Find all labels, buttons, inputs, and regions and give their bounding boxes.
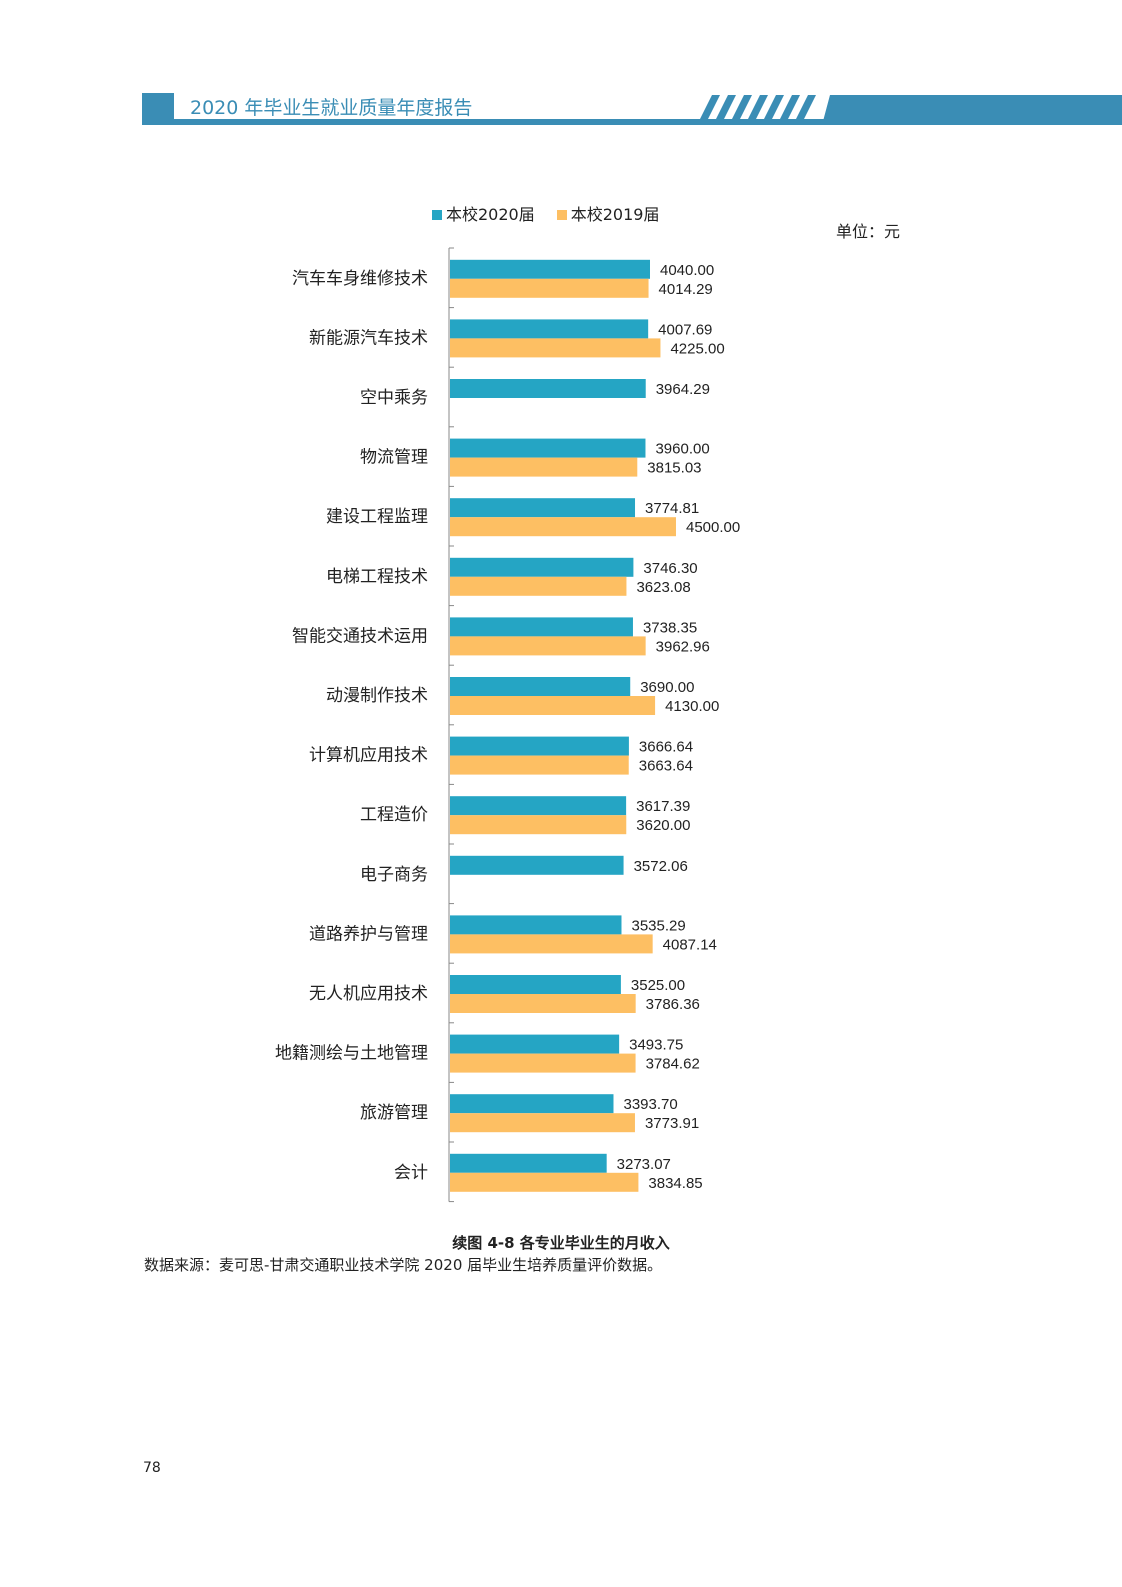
bar-2020 <box>450 915 622 935</box>
bar-2020 <box>450 557 634 577</box>
bar-2019 <box>450 576 627 596</box>
category-label: 电梯工程技术 <box>326 567 428 587</box>
category-label: 汽车车身维修技术 <box>292 269 428 289</box>
legend-item-2020: 本校2020届 <box>432 201 535 225</box>
data-label: 3773.91 <box>645 1115 699 1132</box>
data-label: 3666.64 <box>639 739 693 756</box>
data-label: 4225.00 <box>670 340 724 357</box>
bar-2020 <box>450 379 646 398</box>
data-label: 3273.07 <box>617 1156 671 1173</box>
header-line <box>174 119 704 125</box>
data-label: 4087.14 <box>663 936 717 953</box>
category-label: 计算机应用技术 <box>309 746 428 766</box>
data-label: 3784.62 <box>646 1056 700 1073</box>
data-label: 3786.36 <box>646 996 700 1013</box>
bar-2020 <box>450 1153 607 1173</box>
category-label: 物流管理 <box>360 448 428 468</box>
data-label: 4014.29 <box>659 281 713 298</box>
data-label: 3738.35 <box>643 619 697 636</box>
category-label: 道路养护与管理 <box>309 924 428 944</box>
page-number: 78 <box>143 1460 161 1476</box>
data-label: 3535.29 <box>631 917 685 934</box>
category-label: 无人机应用技术 <box>309 984 428 1004</box>
category-label: 旅游管理 <box>360 1103 428 1123</box>
data-label: 3746.30 <box>643 560 697 577</box>
data-label: 3617.39 <box>636 798 690 815</box>
bar-2020 <box>450 1094 614 1114</box>
chart-caption: 续图 4-8 各专业毕业生的月收入 <box>452 1234 670 1252</box>
data-label: 3962.96 <box>656 638 710 655</box>
data-label: 4040.00 <box>660 262 714 279</box>
data-source: 数据来源：麦可思-甘肃交通职业技术学院 2020 届毕业生培养质量评价数据。 <box>144 1256 663 1274</box>
bar-2019 <box>450 934 653 954</box>
category-label: 工程造价 <box>360 805 428 825</box>
category-label: 智能交通技术运用 <box>292 626 428 646</box>
bar-2019 <box>450 278 649 298</box>
bar-2020 <box>450 617 633 637</box>
bar-2020 <box>450 498 636 518</box>
bar-2019 <box>450 815 627 835</box>
data-label: 3690.00 <box>640 679 694 696</box>
bar-2019 <box>450 457 638 477</box>
category-label: 新能源汽车技术 <box>309 328 428 348</box>
bar-2019 <box>450 1113 635 1133</box>
bar-2019 <box>450 1053 636 1073</box>
chart-legend: 本校2020届 本校2019届 <box>432 201 659 225</box>
bar-2020 <box>450 975 621 994</box>
bar-2020 <box>450 796 627 816</box>
category-label: 电子商务 <box>360 865 428 885</box>
data-label: 3964.29 <box>656 381 710 398</box>
data-label: 3393.70 <box>623 1096 677 1113</box>
header-block <box>142 93 174 125</box>
data-label: 3815.03 <box>647 460 701 477</box>
bar-2019 <box>450 517 676 537</box>
data-label: 4500.00 <box>686 519 740 536</box>
bar-2020 <box>450 677 631 696</box>
data-label: 3572.06 <box>634 858 688 875</box>
category-label: 动漫制作技术 <box>326 686 428 706</box>
data-label: 3834.85 <box>648 1175 702 1192</box>
bar-2020 <box>450 736 629 756</box>
bar-2019 <box>450 755 629 775</box>
category-label: 空中乘务 <box>360 388 428 408</box>
data-label: 4007.69 <box>658 321 712 338</box>
bar-2020 <box>450 1034 620 1054</box>
data-label: 3620.00 <box>636 817 690 834</box>
data-label: 3525.00 <box>631 977 685 994</box>
bar-2020 <box>450 319 649 339</box>
header-stripe-bar <box>700 95 1122 125</box>
category-label: 地籍测绘与土地管理 <box>275 1044 428 1064</box>
bar-2019 <box>450 994 636 1013</box>
bar-2020 <box>450 438 646 458</box>
data-label: 3960.00 <box>655 441 709 458</box>
data-label: 3663.64 <box>639 758 693 775</box>
bar-2019 <box>450 636 646 656</box>
data-label: 3623.08 <box>636 579 690 596</box>
data-label: 3774.81 <box>645 500 699 517</box>
header-title: 2020 年毕业生就业质量年度报告 <box>190 97 473 119</box>
bar-2020 <box>450 855 624 875</box>
unit-label: 单位：元 <box>836 222 901 241</box>
data-label: 4130.00 <box>665 698 719 715</box>
bar-2019 <box>450 696 656 715</box>
data-label: 3493.75 <box>629 1037 683 1054</box>
bar-2019 <box>450 1172 639 1192</box>
bar-2020 <box>450 259 650 279</box>
legend-item-2019: 本校2019届 <box>556 201 659 225</box>
bar-2019 <box>450 338 661 358</box>
category-label: 会计 <box>394 1163 428 1183</box>
category-label: 建设工程监理 <box>326 507 428 527</box>
